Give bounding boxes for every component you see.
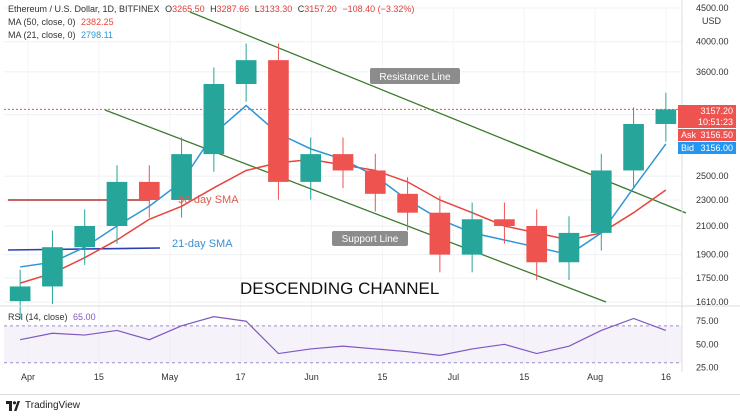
change-value: −108.40 (−3.32%) — [342, 4, 415, 14]
time-tick-label: 15 — [94, 372, 104, 382]
support-line — [104, 109, 607, 303]
countdown-value: 10:51:23 — [697, 117, 733, 127]
candle — [138, 181, 160, 200]
symbol-header: Ethereum / U.S. Dollar, 1D, BITFINEX O32… — [8, 4, 414, 14]
ma21-legend-value: 2798.11 — [81, 30, 113, 40]
candle — [332, 154, 354, 171]
close-value: 3157.20 — [304, 4, 337, 14]
close-label: C — [297, 4, 305, 14]
price-tick-label: 3600.00 — [696, 67, 729, 77]
open-value: 3265.50 — [172, 4, 205, 14]
symbol-title: Ethereum / U.S. Dollar, 1D, BITFINEX — [8, 4, 160, 14]
candlestick-series — [4, 43, 682, 319]
price-tick-label: 1750.00 — [696, 273, 729, 283]
candle — [590, 170, 612, 233]
price-tick-label: 2300.00 — [696, 195, 729, 205]
candle — [461, 219, 483, 255]
price-tick-label: 2500.00 — [696, 171, 729, 181]
support-line-callout: Support Line — [332, 231, 408, 246]
support-level-line — [7, 247, 161, 251]
time-tick-label: May — [161, 372, 179, 382]
ask-value: 3156.50 — [700, 130, 733, 140]
time-tick-label: Aug — [587, 372, 603, 382]
bid-badge: Bid 3156.00 — [678, 142, 736, 154]
bid-label: Bid — [681, 143, 695, 153]
channel-label: DESCENDING CHANNEL — [240, 279, 439, 298]
candle — [235, 60, 257, 85]
resistance-line-label: Resistance Line — [379, 72, 451, 83]
ask-badge: Ask 3156.50 — [678, 129, 736, 141]
countdown-badge: 10:51:23 — [678, 116, 736, 128]
sma50-label: 50-day SMA — [178, 194, 239, 206]
price-tick-label: 1900.00 — [696, 250, 729, 260]
high-label: H — [210, 4, 217, 14]
rsi-legend-label: RSI (14, close) — [8, 312, 68, 322]
candle — [623, 123, 644, 171]
rsi-legend[interactable]: RSI (14, close) 65.00 — [8, 312, 96, 322]
candle — [9, 286, 31, 302]
open-label: O — [165, 4, 173, 14]
resistance-line-callout: Resistance Line — [370, 68, 460, 84]
currency-label: USD — [702, 16, 722, 26]
tradingview-footer: TradingView — [0, 394, 740, 416]
tradingview-logo-icon — [6, 400, 20, 411]
candle — [42, 247, 63, 287]
candle — [203, 84, 225, 155]
chart-axes: 4500.004000.003600.003100.002500.002300.… — [0, 0, 740, 382]
rsi-tick-label: 25.00 — [696, 362, 719, 372]
last-price-badge: 3157.20 — [678, 105, 736, 117]
ma21-legend-label: MA (21, close, 0) — [8, 30, 76, 40]
price-tick-label: 4500.00 — [696, 3, 729, 13]
time-tick-label: 15 — [519, 372, 529, 382]
ma50-legend[interactable]: MA (50, close, 0) 2382.25 — [8, 17, 114, 27]
price-tick-label: 1610.00 — [696, 297, 729, 307]
price-tick-label: 4000.00 — [696, 37, 729, 47]
ask-label: Ask — [681, 130, 697, 140]
candle — [364, 170, 386, 194]
ma50-legend-label: MA (50, close, 0) — [8, 17, 76, 27]
rsi-tick-label: 75.00 — [696, 316, 719, 326]
high-value: 3287.66 — [216, 4, 250, 14]
time-tick-label: 16 — [661, 372, 671, 382]
tradingview-brand: TradingView — [25, 400, 81, 411]
time-tick-label: 17 — [236, 372, 246, 382]
low-label: L — [254, 4, 260, 14]
support-line-label: Support Line — [342, 234, 399, 245]
time-tick-label: Jul — [448, 372, 460, 382]
candle — [268, 60, 289, 182]
price-tick-label: 2100.00 — [696, 221, 729, 231]
rsi-tick-label: 50.00 — [696, 339, 719, 349]
rsi-legend-value: 65.00 — [73, 312, 96, 322]
candle — [106, 181, 128, 226]
candle — [494, 219, 515, 226]
candle — [171, 154, 192, 200]
low-value: 3133.30 — [259, 4, 293, 14]
candle — [300, 154, 322, 182]
last-price-value: 3157.20 — [700, 106, 733, 116]
rsi-band — [4, 325, 682, 363]
rsi-pane: 75.00 50.00 25.00 — [4, 316, 719, 372]
time-tick-label: Apr — [21, 372, 35, 382]
ma21-legend[interactable]: MA (21, close, 0) 2798.11 — [8, 30, 113, 40]
candle — [655, 109, 677, 124]
candle — [558, 232, 580, 263]
time-tick-label: Jun — [304, 372, 319, 382]
ma50-legend-value: 2382.25 — [81, 17, 114, 27]
candle — [74, 225, 96, 248]
bid-value: 3156.00 — [700, 143, 733, 153]
rsi-line — [20, 316, 667, 356]
candle — [397, 193, 418, 213]
chart-grid — [4, 7, 682, 372]
sma21-label: 21-day SMA — [172, 238, 233, 250]
candle — [526, 225, 548, 263]
candle — [429, 212, 451, 255]
time-tick-label: 15 — [377, 372, 387, 382]
